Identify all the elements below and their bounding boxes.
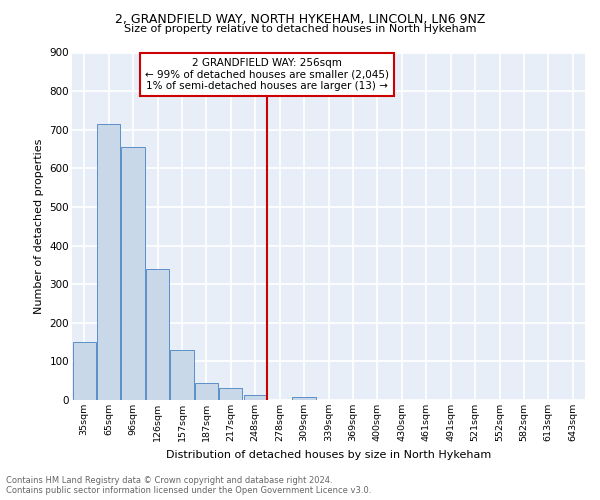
Text: 2, GRANDFIELD WAY, NORTH HYKEHAM, LINCOLN, LN6 9NZ: 2, GRANDFIELD WAY, NORTH HYKEHAM, LINCOL… [115,12,485,26]
Bar [170,350,194,400]
Bar [219,388,242,400]
Bar [121,147,145,400]
Bar [244,395,267,400]
Bar [73,342,96,400]
Bar [195,384,218,400]
Bar [97,124,120,400]
Bar [292,397,316,400]
Text: 2 GRANDFIELD WAY: 256sqm
← 99% of detached houses are smaller (2,045)
1% of semi: 2 GRANDFIELD WAY: 256sqm ← 99% of detach… [145,58,389,91]
Text: Contains HM Land Registry data © Crown copyright and database right 2024.: Contains HM Land Registry data © Crown c… [6,476,332,485]
Text: Contains public sector information licensed under the Open Government Licence v3: Contains public sector information licen… [6,486,371,495]
Y-axis label: Number of detached properties: Number of detached properties [34,138,44,314]
Bar [146,268,169,400]
Text: Size of property relative to detached houses in North Hykeham: Size of property relative to detached ho… [124,24,476,34]
X-axis label: Distribution of detached houses by size in North Hykeham: Distribution of detached houses by size … [166,450,491,460]
